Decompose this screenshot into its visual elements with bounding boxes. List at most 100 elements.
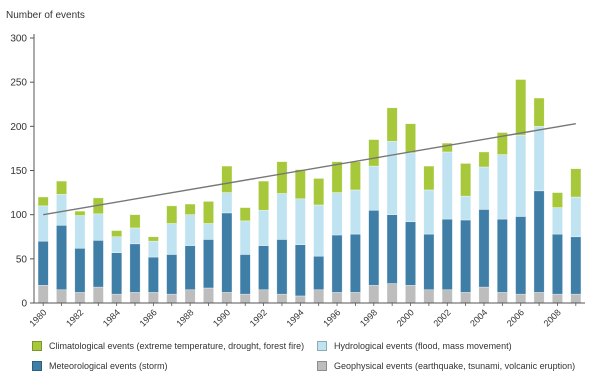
bar-segment [111,236,123,253]
bar-segment [203,223,214,240]
bar-segment [405,152,416,223]
x-tick-label: 2002 [431,307,452,328]
bar-segment [184,289,196,304]
bar-segment [331,292,343,304]
bar-segment [496,132,508,155]
bar-segment [423,165,435,191]
x-tick-label: 1986 [138,307,159,328]
bar-segment [478,209,490,288]
bar-segment [349,161,361,191]
bar-segment [515,293,527,304]
bar-segment [460,292,472,304]
bar-segment [423,289,435,304]
bar-segment [349,292,361,304]
bar-segment [368,139,380,167]
x-tick-label: 1994 [284,307,305,328]
trendline-line [43,122,576,216]
legend-swatch [32,361,42,371]
bar-segment [496,218,508,293]
bar-segment [166,205,178,224]
bar-segment [313,204,325,257]
bar-segment [184,245,196,291]
bar-segment [184,203,196,215]
bar-segment [386,141,398,215]
bar-segment [552,233,563,295]
bar-segment [423,233,435,291]
bar-segment [294,295,306,304]
legend-item-meteorological: Meteorological events (storm) [32,361,168,371]
bar-segment [74,292,86,304]
bar-segment [56,289,67,304]
bar-segment [386,107,398,142]
stacked-bar-chart: Number of events 0 50 100 150 200 250 300 1980… [6,10,585,329]
bar-segment [258,289,270,304]
x-tick-label: 2004 [468,307,489,328]
bar-segment [460,163,472,197]
bar-segment [331,234,343,293]
bar-segment [56,194,67,226]
bar-segment [515,134,527,217]
y-tick-label: 50 [16,254,28,265]
bar-segment [349,233,361,293]
legend-item-climatological: Climatological events (extreme temperatu… [32,341,304,351]
bar-segment [129,243,141,293]
bar-segment [331,161,343,193]
bar-segment [496,154,508,220]
bar-segment [147,240,159,258]
bar-segment [533,190,545,293]
bar-segment [276,161,288,194]
bar-segment [386,214,398,284]
bar-segment [276,293,288,304]
bar-segment [166,293,178,304]
bar-segment [331,192,343,236]
bar-segment [129,292,141,304]
bar-segment [111,293,123,304]
y-tick-label: 0 [21,299,27,310]
x-tick-label: 2008 [542,307,563,328]
x-tick-label: 1984 [101,307,122,328]
bar-segment [166,254,178,295]
bar-segment [313,255,325,291]
bar-segment [221,192,233,214]
bar-segment [221,212,233,293]
bar-segment [56,224,67,291]
bar-segment [258,180,270,211]
bar-segment [552,293,563,304]
bar-segment [56,180,67,195]
x-tick-label: 1992 [248,307,269,328]
bar-segment [37,240,49,286]
bar-segment [368,209,380,286]
bar-segment [111,252,123,295]
bar-segment [313,289,325,304]
y-tick-label: 250 [10,78,27,89]
bar-segment [203,287,214,304]
bar-segment [258,209,270,246]
legend-label: Hydrological events (flood, mass movemen… [334,341,512,351]
bar-segment [496,292,508,304]
bar-segment [276,239,288,295]
y-tick-label: 200 [10,122,27,133]
bar-segment [313,178,325,206]
bar-segment [460,219,472,293]
legend-item-hydrological: Hydrological events (flood, mass movemen… [317,341,512,351]
bar-segment [37,285,49,304]
x-tick-label: 2000 [395,307,416,328]
legend-swatch [317,341,327,351]
legend-label: Geophysical events (earthquake, tsunami,… [334,361,576,371]
bar-segment [74,210,86,216]
bar-segment [129,214,141,229]
bar-segment [552,207,563,235]
bar-segment [533,126,545,192]
y-tick-label: 300 [10,34,27,45]
bar-segment [386,283,398,304]
bar-segment [239,293,251,304]
x-tick-label: 1982 [64,307,85,328]
bar-segment [74,247,86,293]
x-tick-label: 1980 [27,307,48,328]
bar-segment [570,236,582,295]
bar-segment [441,151,453,220]
bar-segment [166,223,178,255]
legend-swatch [317,361,327,371]
bar-segment [423,189,435,235]
legend: Climatological events (extreme temperatu… [32,341,592,375]
